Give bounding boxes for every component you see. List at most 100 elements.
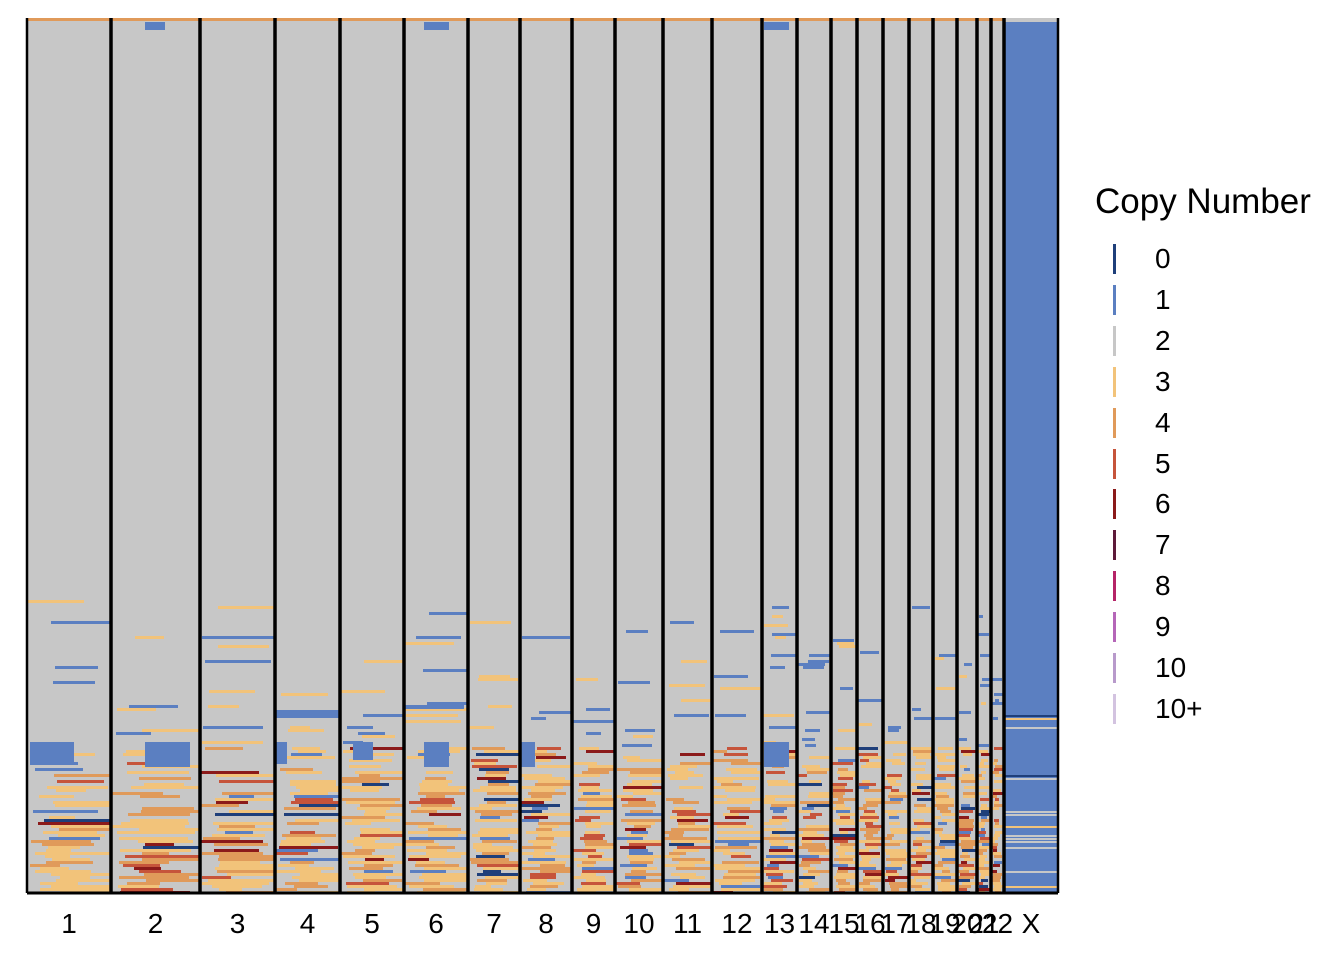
cell-segment: [670, 765, 697, 768]
cell-segment: [835, 747, 857, 750]
cell-segment: [420, 798, 454, 801]
cell-segment: [962, 774, 974, 777]
cell-segment: [863, 876, 883, 879]
cell-segment: [117, 708, 156, 711]
cell-segment: [670, 621, 694, 624]
cell-segment: [295, 798, 333, 801]
chr-10-background: [615, 18, 663, 893]
cell-segment: [963, 753, 972, 756]
cell-segment: [833, 795, 843, 798]
cell-segment: [886, 852, 909, 855]
cell-segment: [111, 18, 200, 21]
cell-segment: [980, 762, 984, 765]
chr-21-background: [977, 18, 991, 893]
cell-segment: [832, 819, 854, 822]
cell-segment: [866, 801, 883, 804]
cell-segment: [585, 810, 611, 813]
cell-segment: [961, 861, 967, 864]
cell-segment: [623, 786, 663, 789]
cell-segment: [942, 819, 957, 822]
cell-segment: [884, 837, 892, 840]
cell-segment: [715, 867, 762, 870]
cell-segment: [994, 819, 999, 822]
cell-segment: [857, 723, 872, 726]
cell-segment: [119, 861, 169, 864]
cell-segment: [480, 828, 520, 831]
cell-segment: [280, 843, 311, 846]
cell-segment: [58, 834, 105, 837]
cell-segment: [991, 870, 997, 873]
cell-segment: [621, 798, 646, 801]
cell-segment: [865, 873, 883, 876]
cell-segment: [667, 768, 688, 771]
cell-segment: [411, 810, 437, 813]
cell-segment: [831, 762, 853, 765]
cell-segment: [890, 783, 901, 786]
cell-segment: [671, 840, 712, 843]
cell-segment: [354, 837, 380, 840]
cell-segment: [31, 840, 91, 843]
cell-segment: [769, 840, 784, 843]
cell-segment: [669, 888, 689, 891]
cell-segment: [409, 855, 461, 858]
cell-segment: [769, 849, 793, 852]
cell-segment: [722, 861, 759, 864]
chr-9-background: [572, 18, 615, 893]
chr-22-background: [991, 18, 1004, 893]
cell-segment: [343, 855, 395, 858]
cell-segment: [964, 663, 972, 666]
cell-segment: [883, 873, 899, 876]
cell-segment: [916, 777, 933, 780]
cell-segment: [980, 684, 991, 687]
cell-segment: [723, 852, 745, 855]
cell-segment: [572, 876, 605, 879]
cell-segment: [219, 780, 275, 783]
cell-segment: [917, 786, 933, 789]
cell-segment: [884, 786, 892, 789]
cell-segment: [134, 867, 161, 870]
cell-segment: [49, 837, 100, 840]
cell-segment: [977, 861, 990, 864]
cell-segment: [798, 879, 812, 882]
cell-segment: [347, 840, 375, 843]
cell-segment: [362, 735, 395, 738]
cell-segment: [766, 771, 785, 774]
cell-segment: [275, 852, 308, 855]
cell-segment: [963, 795, 977, 798]
cell-segment: [123, 864, 160, 867]
cell-segment: [292, 876, 340, 879]
cell-segment: [524, 798, 552, 801]
cell-segment: [352, 819, 400, 822]
cell-segment: [625, 813, 663, 816]
cell-segment: [663, 855, 680, 858]
cell-segment: [978, 867, 989, 870]
cell-segment: [936, 801, 954, 804]
cell-segment: [528, 792, 566, 795]
cell-segment: [538, 780, 572, 783]
cell-segment: [676, 867, 710, 870]
cell-segment: [836, 810, 850, 813]
cell-segment: [426, 846, 455, 849]
legend-label: 5: [1155, 447, 1171, 479]
cell-segment: [574, 807, 615, 810]
cell-segment: [280, 858, 340, 861]
cell-segment: [933, 18, 957, 21]
cell-segment: [1004, 775, 1058, 777]
cell-segment: [588, 768, 615, 771]
cell-segment: [423, 888, 468, 891]
cell-segment: [670, 777, 688, 780]
cell-segment: [981, 828, 985, 831]
cell-segment: [536, 837, 554, 840]
cell-segment: [482, 852, 509, 855]
cell-segment: [992, 678, 1002, 681]
cell-segment: [679, 861, 712, 864]
cell-segment: [406, 714, 458, 717]
cell-segment: [469, 726, 494, 729]
cell-segment: [426, 795, 445, 798]
cell-segment: [858, 819, 878, 822]
loss-block: [764, 22, 789, 30]
cell-segment: [1004, 718, 1058, 720]
cell-segment: [1004, 871, 1058, 873]
cell-segment: [979, 864, 984, 867]
cell-segment: [887, 774, 902, 777]
